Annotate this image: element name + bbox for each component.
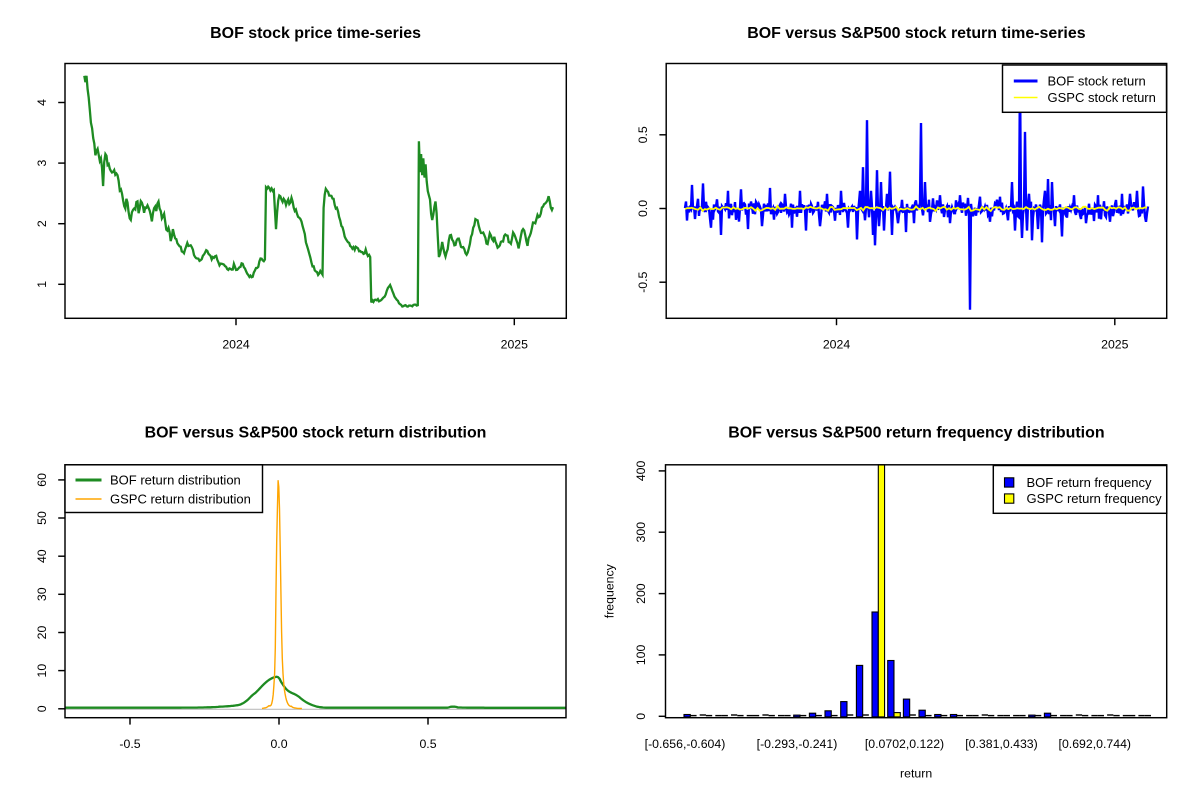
svg-text:200: 200 xyxy=(634,583,648,604)
svg-text:BOF versus S&P500 return frequ: BOF versus S&P500 return frequency distr… xyxy=(728,424,1104,441)
svg-text:10: 10 xyxy=(35,664,49,678)
svg-text:40: 40 xyxy=(35,549,49,563)
svg-text:30: 30 xyxy=(35,587,49,601)
svg-text:1: 1 xyxy=(35,281,49,288)
svg-text:3: 3 xyxy=(35,160,49,167)
svg-text:GSPC stock return: GSPC stock return xyxy=(1048,90,1156,105)
svg-text:2025: 2025 xyxy=(501,337,529,351)
svg-text:BOF versus S&P500 stock return: BOF versus S&P500 stock return time-seri… xyxy=(747,25,1086,42)
svg-text:[0.692,0.744): [0.692,0.744) xyxy=(1059,737,1131,751)
svg-text:return: return xyxy=(900,767,932,781)
svg-text:300: 300 xyxy=(634,522,648,543)
svg-text:[-0.293,-0.241): [-0.293,-0.241) xyxy=(757,737,838,751)
svg-text:60: 60 xyxy=(35,473,49,487)
svg-text:BOF versus S&P500 stock return: BOF versus S&P500 stock return distribut… xyxy=(145,424,487,441)
svg-text:[-0.656,-0.604): [-0.656,-0.604) xyxy=(645,737,726,751)
svg-text:2: 2 xyxy=(35,220,49,227)
svg-text:BOF return frequency: BOF return frequency xyxy=(1027,475,1152,490)
svg-text:0: 0 xyxy=(35,705,49,712)
svg-text:2024: 2024 xyxy=(823,337,851,351)
svg-text:[0.0702,0.122): [0.0702,0.122) xyxy=(865,737,944,751)
svg-text:BOF stock price time-series: BOF stock price time-series xyxy=(210,25,421,42)
svg-text:0.5: 0.5 xyxy=(419,737,436,751)
svg-text:0.0: 0.0 xyxy=(636,200,650,217)
svg-text:2024: 2024 xyxy=(222,337,250,351)
svg-text:0.5: 0.5 xyxy=(636,126,650,143)
svg-text:GSPC return distribution: GSPC return distribution xyxy=(110,492,251,507)
svg-text:4: 4 xyxy=(35,99,49,106)
svg-text:20: 20 xyxy=(35,626,49,640)
svg-text:0.0: 0.0 xyxy=(270,737,287,751)
svg-text:GSPC return frequency: GSPC return frequency xyxy=(1027,491,1163,506)
svg-text:100: 100 xyxy=(634,644,648,665)
svg-text:-0.5: -0.5 xyxy=(119,737,140,751)
svg-text:[0.381,0.433): [0.381,0.433) xyxy=(965,737,1037,751)
svg-text:BOF stock return: BOF stock return xyxy=(1048,74,1146,89)
svg-text:400: 400 xyxy=(634,460,648,481)
svg-text:-0.5: -0.5 xyxy=(636,271,650,292)
svg-text:frequency: frequency xyxy=(603,563,617,618)
svg-text:0: 0 xyxy=(634,713,648,720)
svg-text:50: 50 xyxy=(35,511,49,525)
svg-text:2025: 2025 xyxy=(1101,337,1129,351)
svg-text:BOF return distribution: BOF return distribution xyxy=(110,473,241,488)
